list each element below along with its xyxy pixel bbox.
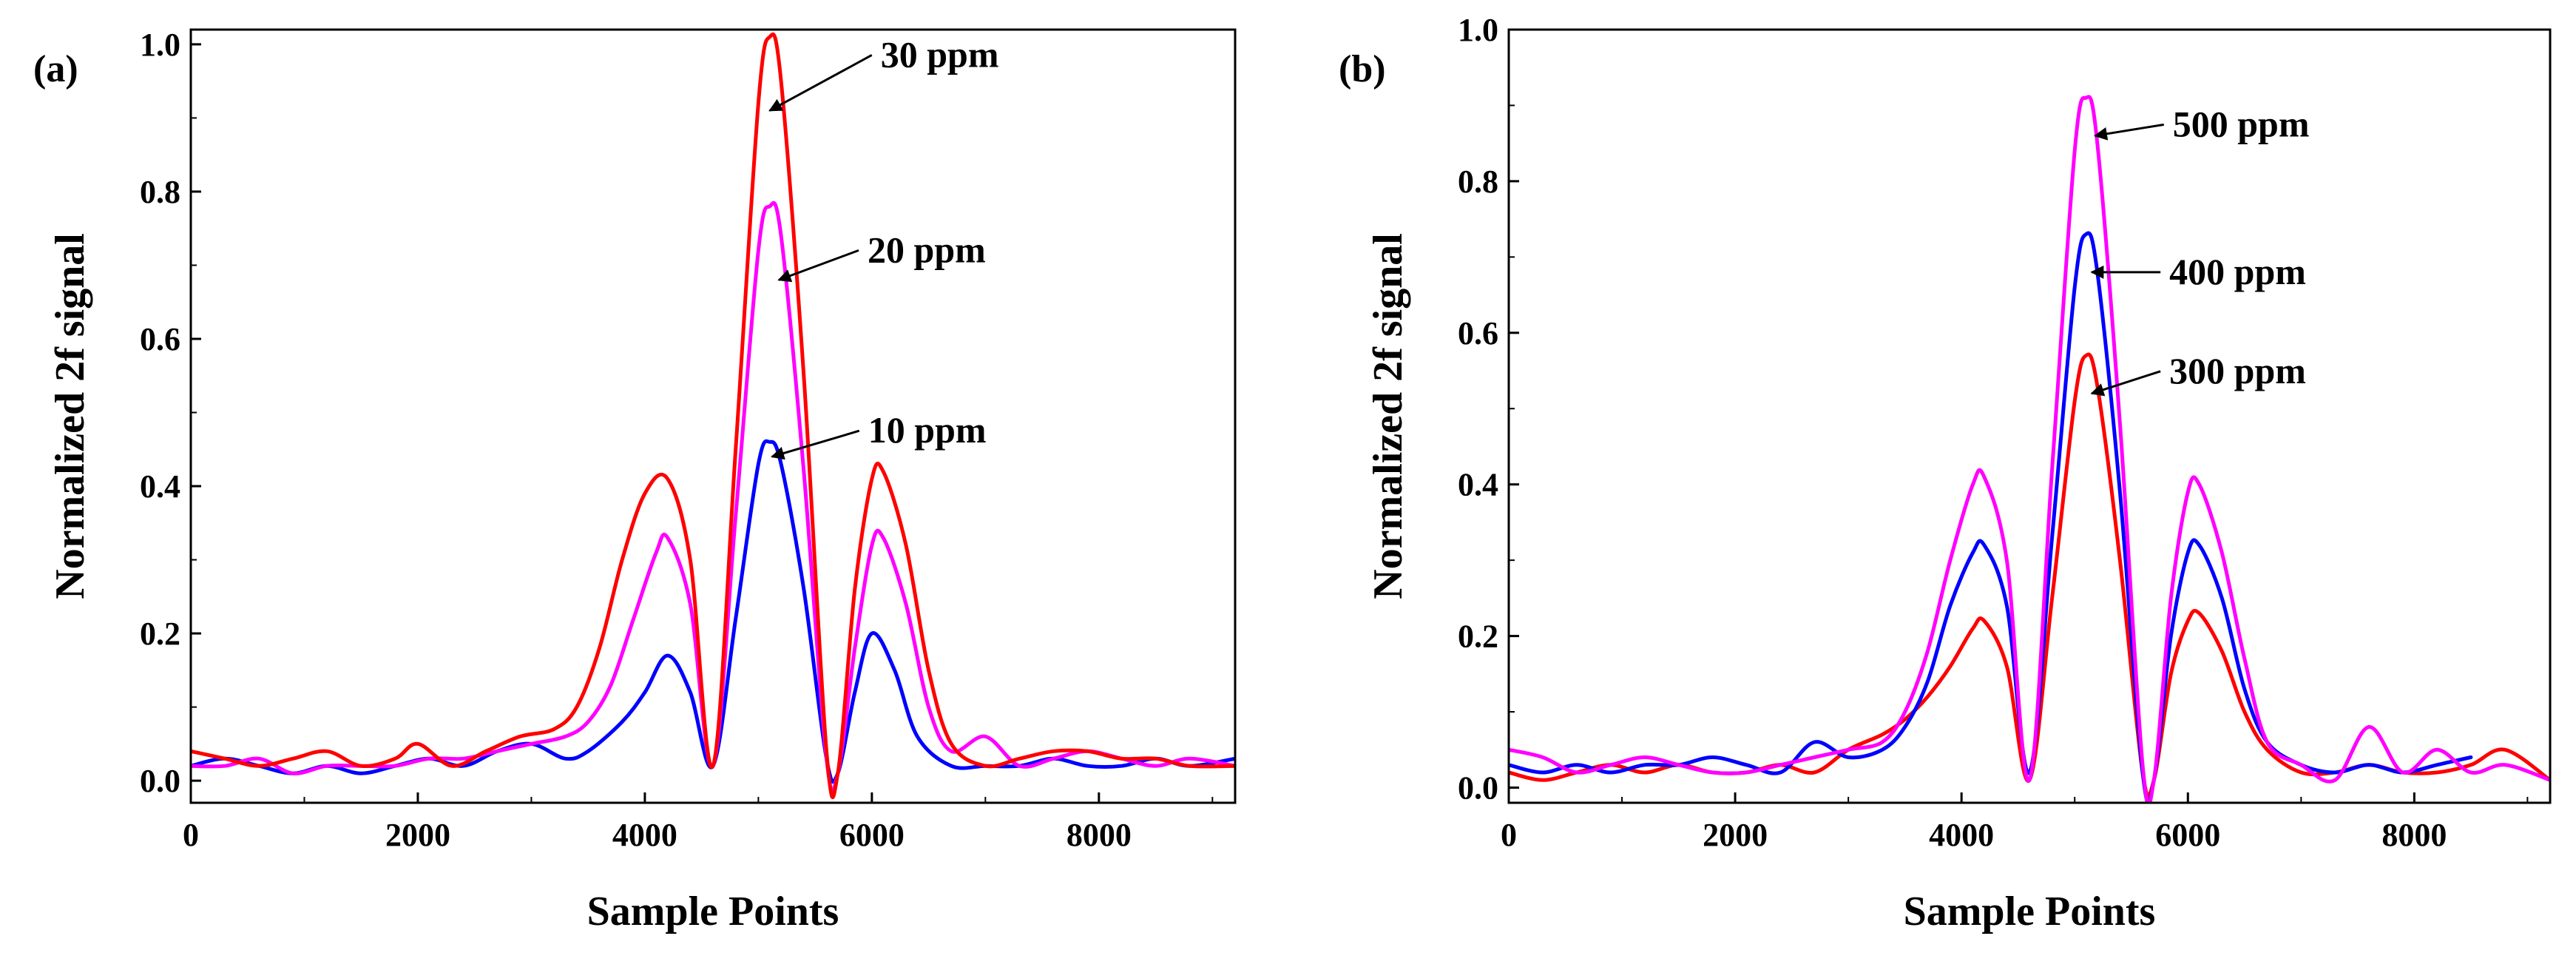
series-line-30-ppm	[191, 32, 1235, 799]
plot-frame	[1507, 28, 2552, 804]
y-tick-label: 1.0	[140, 27, 180, 63]
series-line-400-ppm	[1509, 231, 2473, 803]
plot-frame	[189, 28, 1237, 804]
y-tick-label: 0.6	[1458, 315, 1498, 351]
series-line-20-ppm	[191, 201, 1235, 794]
annotation-arrow	[2093, 123, 2165, 141]
x-tick-label: 2000	[385, 817, 450, 853]
series-line-500-ppm	[1509, 95, 2550, 803]
x-tick-label: 6000	[839, 817, 905, 853]
y-tick-label: 0.4	[140, 468, 180, 505]
y-tick-label: 0.8	[1458, 164, 1498, 200]
annotation-label: 500 ppm	[2173, 103, 2310, 144]
panel-label: (a)	[33, 48, 78, 90]
series-line-300-ppm	[1509, 352, 2550, 798]
x-tick-label: 6000	[2155, 817, 2220, 853]
y-tick-label: 0.0	[1458, 770, 1498, 806]
annotation-label: 20 ppm	[868, 229, 986, 270]
annotation-label: 30 ppm	[881, 33, 999, 75]
x-tick-label: 8000	[1066, 817, 1132, 853]
x-tick-label: 2000	[1703, 817, 1768, 853]
y-tick-label: 1.0	[1458, 12, 1498, 48]
y-axis-title: Normalized 2f signal	[1365, 233, 1411, 599]
annotation-label: 400 ppm	[2169, 251, 2306, 292]
x-tick-label: 0	[1501, 817, 1517, 853]
x-axis-title: Sample Points	[587, 889, 839, 934]
y-tick-label: 0.2	[1458, 619, 1498, 655]
series-line-10-ppm	[191, 439, 1235, 784]
series-group	[191, 32, 1235, 799]
annotation-arrow	[768, 54, 873, 112]
y-tick-label: 0.2	[140, 616, 180, 652]
annotation-label: 300 ppm	[2169, 350, 2306, 391]
annotation-arrow	[2090, 370, 2161, 397]
x-axis-title: Sample Points	[1904, 889, 2156, 934]
annotation-arrow	[771, 429, 860, 460]
panel-b: 0 2000 4000 6000 8000 0.0 0.2 0.4 0.6 0.8 1.0 Sampl…	[1339, 12, 2552, 934]
panel-label: (b)	[1339, 48, 1386, 90]
annotation-arrow	[777, 249, 859, 283]
x-tick-label: 0	[183, 817, 199, 853]
series-group	[1509, 95, 2550, 803]
x-tick-label: 4000	[612, 817, 677, 853]
y-tick-label: 0.0	[140, 763, 180, 799]
x-tick-label: 4000	[1929, 817, 1994, 853]
y-axis-title: Normalized 2f signal	[47, 233, 93, 599]
panel-a: 0 2000 4000 6000 8000 0.0 0.2 0.4 0.6 0.8 1.0 Sampl…	[33, 27, 1237, 934]
y-tick-label: 0.4	[1458, 467, 1498, 503]
x-tick-label: 8000	[2381, 817, 2447, 853]
y-tick-label: 0.6	[140, 321, 180, 357]
y-tick-label: 0.8	[140, 174, 180, 210]
annotation-label: 10 ppm	[868, 409, 987, 451]
